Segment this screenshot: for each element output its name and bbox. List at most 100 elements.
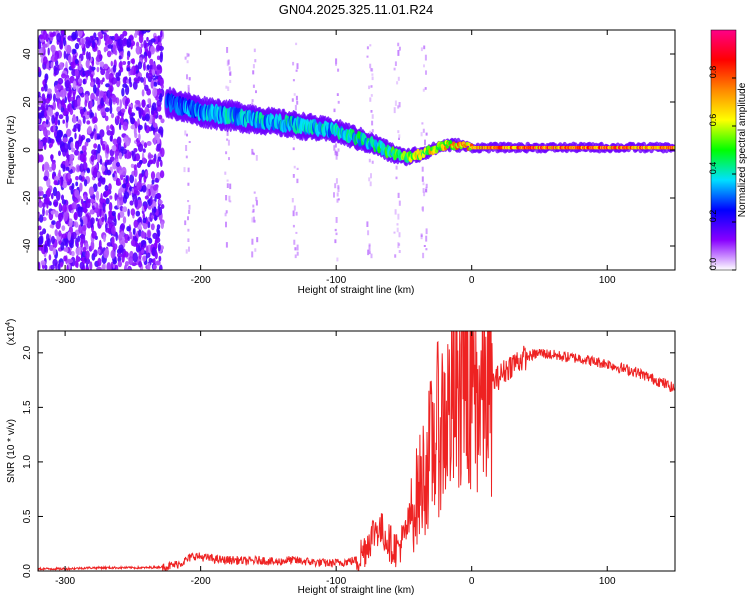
spectrogram-noise-blob <box>148 39 153 46</box>
spectrogram-streak <box>292 174 295 178</box>
spectrogram-noise-blob <box>142 217 147 224</box>
spectrogram-noise-blob <box>150 45 156 55</box>
spectrogram-noise-blob <box>126 226 131 232</box>
spectrogram-noise-blob <box>136 199 143 208</box>
spectrogram-noise-blob <box>123 191 130 200</box>
spectrogram-streak <box>227 59 230 65</box>
spectrogram-noise-blob <box>144 122 147 131</box>
spectrogram-noise-blob <box>103 234 106 243</box>
spectrogram-streak <box>183 167 186 173</box>
spectrogram-noise-blob <box>144 195 149 200</box>
spectrogram-streak <box>366 46 369 50</box>
x-tick-label: -100 <box>326 275 346 286</box>
spectrogram-noise-blob <box>79 261 85 270</box>
spectrogram-streak <box>398 250 401 253</box>
spectrogram-noise-blob <box>52 186 58 197</box>
spectrogram-noise-blob <box>52 31 56 37</box>
spectrogram-streak <box>187 87 190 93</box>
spectrogram-noise-blob <box>60 30 65 35</box>
spectrogram-noise-blob <box>105 223 108 231</box>
spectrogram-streak <box>185 145 188 151</box>
spectrogram-streak <box>422 252 425 259</box>
spectrogram-streak <box>187 228 190 232</box>
spectrogram-streak <box>188 246 190 252</box>
spectrogram-streak <box>397 50 400 56</box>
spectrogram-noise-blob <box>74 143 79 149</box>
spectrogram-noise-blob <box>108 96 111 106</box>
spectrogram-noise-blob <box>82 51 86 56</box>
spectrogram-noise-blob <box>132 151 136 162</box>
spectrogram-noise-blob <box>146 187 149 198</box>
spectrogram-noise-blob <box>53 124 56 133</box>
spectrogram-streak <box>184 220 187 226</box>
snr-y-axis: 0.0 0.5 1.0 1.5 2.0 <box>22 345 675 578</box>
spectrogram-streak <box>334 183 337 189</box>
spectrogram-streak <box>422 182 425 186</box>
spectrogram-noise-blob <box>117 252 123 258</box>
spectrogram-streak <box>292 224 295 228</box>
spectrogram-noise-blob <box>89 65 92 75</box>
spectrogram-noise-blob <box>89 99 93 109</box>
spectrogram-noise-blob <box>105 144 110 154</box>
spectrogram-streak <box>368 158 371 163</box>
spectrogram-streak <box>421 206 424 211</box>
spectrogram-noise-blob <box>157 205 161 212</box>
spectrogram-noise-blob <box>141 30 147 34</box>
spectrogram-noise-blob <box>91 149 97 156</box>
spectrogram-noise-blob <box>99 158 103 165</box>
spectrogram-noise-blob <box>89 261 93 270</box>
spectrogram-streak <box>398 200 401 206</box>
spectrogram-noise-blob <box>92 205 95 210</box>
spectrogram-noise-blob <box>51 114 55 124</box>
spectrogram-streak <box>251 238 254 245</box>
spectrogram-streak <box>335 178 338 184</box>
spectrogram-noise-blob <box>72 91 76 101</box>
spectrogram-noise-blob <box>85 36 90 41</box>
spectrogram-noise-blob <box>61 199 67 205</box>
spectrogram-noise-blob <box>151 102 157 111</box>
x-tick-label: -300 <box>55 576 75 587</box>
spectrogram-noise-blob <box>90 209 94 215</box>
spectrogram-noise-blob <box>55 111 59 117</box>
spectrogram-streak <box>393 107 396 114</box>
spectrogram-noise-blob <box>134 132 138 139</box>
spectrogram-streak <box>337 68 340 72</box>
spectrogram-noise-blob <box>111 125 115 136</box>
spectrogram-noise-blob <box>142 148 146 153</box>
spectrogram-noise-blob <box>78 57 82 67</box>
spectrogram-noise-blob <box>140 43 144 48</box>
spectrogram-noise-blob <box>58 169 61 178</box>
spectrogram-streak <box>337 198 340 201</box>
spectrogram-noise-blob <box>100 68 106 76</box>
spectrogram-noise-blob <box>69 242 74 249</box>
spectrogram-noise-blob <box>128 106 132 116</box>
spectrogram-noise-blob <box>110 113 115 119</box>
spectrogram-streak <box>229 71 232 76</box>
spectrogram-noise-blob <box>86 111 90 116</box>
spectrogram-noise-blob <box>69 84 72 93</box>
spectrogram-noise-blob <box>70 141 74 149</box>
spectrogram-noise-blob <box>149 58 154 66</box>
spectrogram-noise-blob <box>112 44 117 55</box>
spectrogram-noise-blob <box>136 181 142 191</box>
spectrogram-streak <box>420 234 423 237</box>
spectrogram-noise-blob <box>83 194 87 200</box>
spectrogram-noise-blob <box>61 180 68 189</box>
spectrogram-noise-blob <box>43 56 48 65</box>
spectrogram-streak <box>255 155 258 161</box>
spectrogram-noise-blob <box>127 60 131 66</box>
spectrogram-streak <box>251 102 254 107</box>
spectrogram-noise-blob <box>146 64 150 71</box>
spectrogram-noise-blob <box>79 108 85 115</box>
spectrogram-noise-blob <box>94 130 97 141</box>
spectrogram-streak <box>252 84 255 88</box>
spectrogram-noise-blob <box>78 209 83 218</box>
spectrogram-noise-blob <box>70 61 76 69</box>
spectrogram-noise-blob <box>66 128 72 137</box>
spectrogram-noise-blob <box>122 61 127 65</box>
spectrogram-noise-blob <box>99 129 105 138</box>
spectrogram-streak <box>395 176 398 180</box>
spectrogram-streak <box>425 132 428 136</box>
spectrogram-noise-blob <box>158 126 164 136</box>
spectrogram-noise-blob <box>74 58 79 65</box>
